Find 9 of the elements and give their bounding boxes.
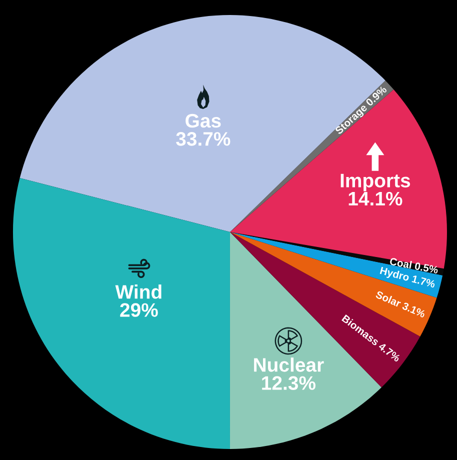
slice-label: Nuclear (254, 358, 324, 372)
slice-label: Gas (186, 114, 221, 128)
data-label: 29% (120, 303, 158, 317)
slice-label: Imports (340, 174, 410, 192)
data-label: 33.7% (176, 132, 230, 146)
data-label: 12.3% (262, 376, 316, 390)
slice-label: Wind (115, 284, 162, 299)
slice-label: Solar 3.1% (375, 290, 426, 318)
data-label: 14.1% (348, 192, 402, 206)
